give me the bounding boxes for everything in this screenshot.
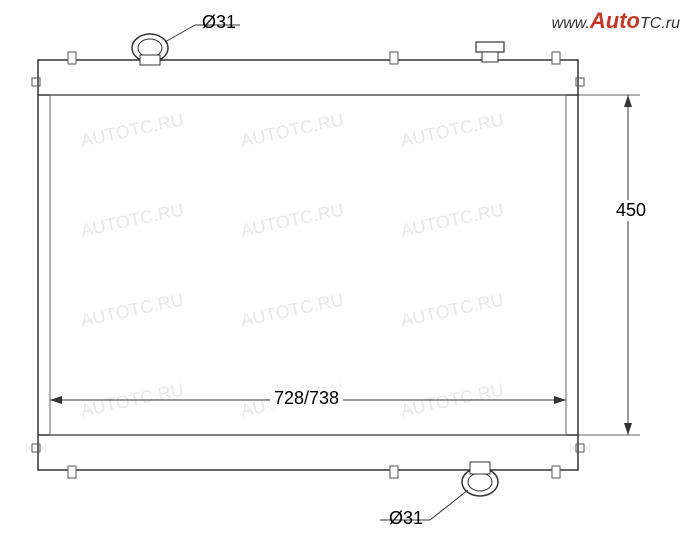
- watermark: AUTOTC.RU: [79, 379, 186, 421]
- leader-top: [165, 25, 195, 42]
- bracket: [576, 444, 584, 452]
- watermark: AUTOTC.RU: [79, 199, 186, 241]
- width-arrow-right: [554, 396, 566, 404]
- filler-neck: [482, 52, 498, 62]
- top-inlet-port: [132, 34, 168, 62]
- filler-cap: [476, 42, 504, 52]
- logo-prefix: www.: [552, 15, 590, 32]
- technical-drawing: [0, 0, 700, 560]
- bottom-outlet-neck: [470, 462, 490, 474]
- logo-main: Auto: [590, 8, 640, 33]
- watermark: AUTOTC.RU: [239, 109, 346, 151]
- logo: www.AutoTC.ru: [552, 8, 680, 34]
- height-arrow-bottom: [624, 423, 632, 435]
- logo-tail: .ru: [661, 15, 680, 32]
- logo-suffix: TC: [640, 15, 661, 32]
- height-dimension-value: 450: [612, 200, 650, 221]
- bottom-outlet-inner: [468, 473, 492, 491]
- width-dimension-value: 728/738: [270, 388, 343, 409]
- tab: [390, 52, 398, 64]
- watermark: AUTOTC.RU: [239, 289, 346, 331]
- bottom-outlet-port: [462, 468, 498, 496]
- width-arrow-left: [50, 396, 62, 404]
- tab: [68, 52, 76, 64]
- top-diameter-label: Ø31: [198, 12, 240, 33]
- tab: [552, 52, 560, 64]
- watermark: AUTOTC.RU: [399, 199, 506, 241]
- watermark: AUTOTC.RU: [399, 109, 506, 151]
- top-inlet-inner: [138, 39, 162, 57]
- tab: [68, 466, 76, 478]
- bottom-diameter-label: Ø31: [385, 508, 427, 529]
- bracket: [576, 78, 584, 86]
- height-arrow-top: [624, 95, 632, 107]
- radiator-core: [50, 95, 566, 435]
- top-inlet-neck: [140, 55, 160, 65]
- tab: [390, 466, 398, 478]
- watermark: AUTOTC.RU: [399, 379, 506, 421]
- watermark: AUTOTC.RU: [79, 109, 186, 151]
- leader-bottom: [430, 490, 468, 520]
- watermark: AUTOTC.RU: [239, 199, 346, 241]
- bracket: [32, 444, 40, 452]
- watermark: AUTOTC.RU: [79, 289, 186, 331]
- bracket: [32, 78, 40, 86]
- diagram-container: AUTOTC.RU AUTOTC.RU AUTOTC.RU AUTOTC.RU …: [0, 0, 700, 560]
- watermark: AUTOTC.RU: [399, 289, 506, 331]
- tab: [552, 466, 560, 478]
